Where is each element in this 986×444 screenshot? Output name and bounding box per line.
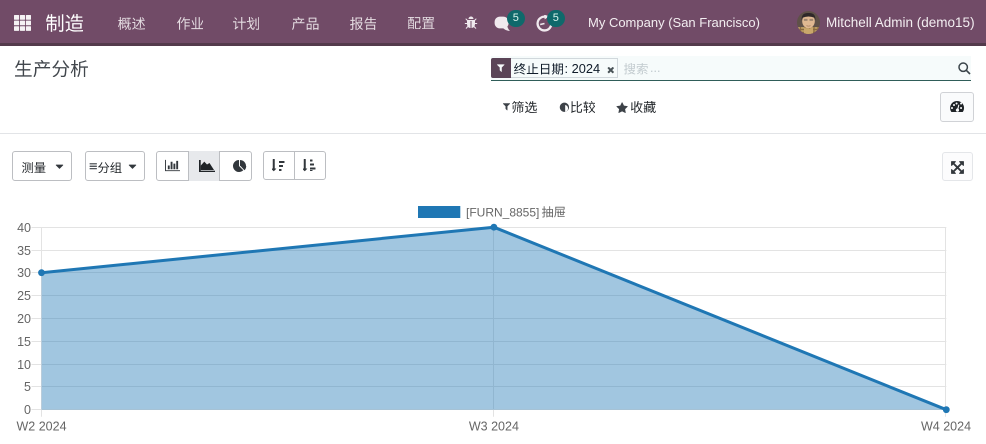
svg-text:0: 0 (24, 403, 31, 417)
svg-text:40: 40 (17, 221, 31, 235)
svg-text:15: 15 (17, 335, 31, 349)
svg-text:W2 2024: W2 2024 (16, 420, 66, 434)
svg-text:5: 5 (24, 380, 31, 394)
svg-text:30: 30 (17, 266, 31, 280)
svg-text:W4 2024: W4 2024 (921, 420, 971, 434)
svg-text:35: 35 (17, 244, 31, 258)
svg-text:W3 2024: W3 2024 (469, 420, 519, 434)
svg-text:25: 25 (17, 289, 31, 303)
svg-text:20: 20 (17, 312, 31, 326)
svg-text:10: 10 (17, 358, 31, 372)
svg-text:[FURN_8855]: [FURN_8855] (466, 206, 539, 220)
